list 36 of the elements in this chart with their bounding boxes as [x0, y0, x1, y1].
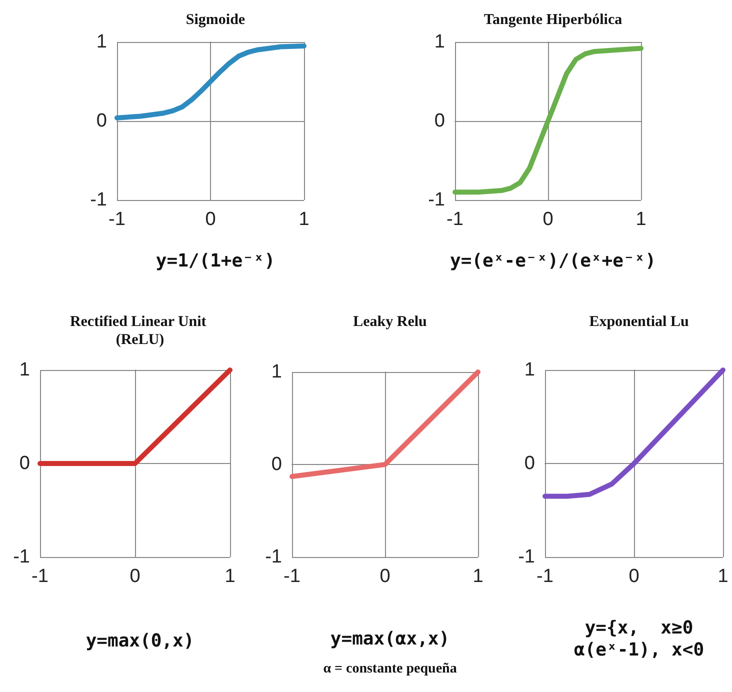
y-tick-label: 0	[434, 110, 445, 132]
x-tick-label: 0	[628, 566, 640, 587]
x-tick-label: 0	[130, 566, 140, 587]
y-tick-label: 0	[19, 453, 30, 474]
x-tick-label: 0	[542, 209, 554, 230]
x-axis-title: y=max(0,x)	[86, 630, 194, 652]
y-tick-label: 1	[19, 360, 30, 380]
chart-title: Exponential Lu	[589, 314, 689, 330]
chart-title: Sigmoide	[186, 12, 246, 28]
y-tick-label: -1	[518, 546, 535, 568]
x-tick-label: 1	[224, 566, 236, 587]
y-tick-label: 0	[271, 454, 282, 475]
text: α = constante pequeña	[323, 662, 457, 676]
x-tick-label: 1	[298, 209, 310, 230]
x-tick-label: 1	[636, 209, 646, 230]
y-tick-label: 1	[96, 32, 107, 52]
chart-title: Tangente Hiperbólica	[484, 12, 623, 28]
y-tick-label: 1	[434, 32, 445, 52]
x-tick-label: 0	[380, 566, 390, 587]
x-axis-title: y=1/(1+e⁻ˣ)	[156, 250, 276, 272]
y-tick-label: 1	[524, 360, 535, 380]
y-tick-label: 1	[271, 362, 282, 382]
y-tick-label: -1	[13, 546, 30, 568]
y-tick-label: 0	[96, 110, 107, 132]
x-tick-label: 0	[205, 209, 216, 230]
x-tick-label: 1	[472, 566, 484, 587]
y-tick-label: 0	[524, 453, 535, 474]
x-axis-title: y=(eˣ-e⁻ˣ)/(eˣ+e⁻ˣ)	[450, 250, 656, 272]
chart-title: Rectified Linear Unit (ReLU)	[70, 314, 210, 348]
y-tick-label: -1	[428, 190, 445, 210]
x-axis-title: y={x, x≥0 α(eˣ-1), x<0	[574, 618, 704, 660]
x-tick-label: 1	[718, 566, 728, 587]
chart-title: Leaky Relu	[353, 314, 427, 330]
y-tick-label: -1	[90, 190, 107, 210]
y-tick-label: -1	[265, 546, 282, 568]
x-axis-title: y=max(αx,x)	[330, 628, 450, 650]
